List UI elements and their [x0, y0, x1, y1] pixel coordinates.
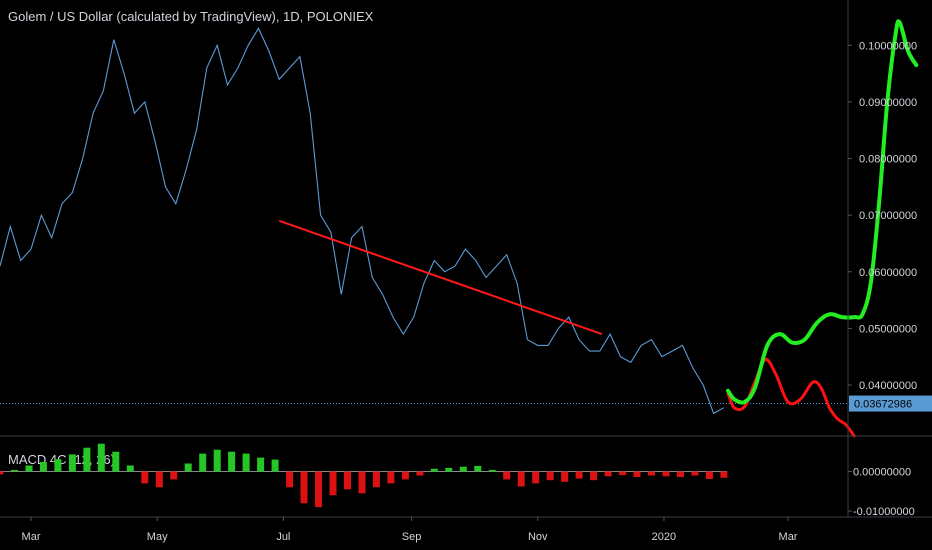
macd-bar — [604, 471, 612, 477]
price-tick-label: 0.05000000 — [859, 323, 917, 335]
resistance-trendline — [278, 219, 603, 336]
macd-bar — [83, 447, 91, 472]
price-tick-label: 0.07000000 — [859, 210, 917, 222]
macd-bar — [575, 471, 583, 479]
macd-bar — [141, 471, 149, 484]
time-tick-label: Nov — [528, 531, 548, 543]
macd-bar — [648, 471, 655, 476]
bearish-projection — [726, 357, 856, 438]
macd-bar — [242, 453, 250, 472]
macd-bar — [68, 454, 76, 472]
macd-bar — [170, 471, 178, 480]
price-line — [0, 27, 725, 415]
macd-bar — [459, 466, 467, 472]
macd-bar — [0, 471, 4, 475]
macd-bar — [619, 471, 627, 476]
price-tick-label: 0.06000000 — [859, 267, 917, 279]
current-price-tag-label: 0.03672986 — [854, 399, 912, 411]
macd-bar — [39, 462, 47, 472]
macd-bar — [358, 471, 366, 494]
current-price-tag — [849, 395, 932, 412]
chart-title: Golem / US Dollar (calculated by Trading… — [8, 9, 374, 24]
macd-bar — [561, 471, 569, 482]
macd-bar — [416, 471, 424, 476]
macd-bar — [633, 471, 641, 477]
macd-bar — [271, 459, 279, 472]
bullish-projection — [726, 19, 919, 405]
time-tick-label: 2020 — [652, 531, 676, 543]
macd-bar — [329, 471, 337, 496]
macd-bar — [228, 451, 236, 472]
price-tick-label: 0.04000000 — [859, 380, 917, 392]
time-tick-label: Sep — [402, 531, 422, 543]
time-tick-label: May — [147, 531, 168, 543]
macd-bar — [54, 459, 62, 472]
projections — [278, 19, 919, 438]
macd-bar — [199, 453, 207, 472]
macd-tick-label: -0.01000000 — [853, 506, 915, 518]
price-tick-label: 0.08000000 — [859, 154, 917, 166]
time-tick-label: Jul — [276, 531, 290, 543]
macd-bar — [213, 449, 221, 472]
macd-bar — [300, 471, 308, 504]
macd-tick-label: 0.00000000 — [853, 466, 911, 478]
macd-bar — [315, 471, 322, 508]
macd-histogram — [0, 443, 728, 508]
price-series — [0, 27, 725, 415]
macd-bar — [488, 469, 496, 472]
macd-bar — [112, 451, 120, 472]
macd-bar — [546, 471, 554, 481]
macd-bar — [25, 465, 33, 472]
macd-bar — [372, 471, 380, 488]
macd-bar — [705, 471, 713, 479]
macd-bar — [401, 471, 409, 480]
price-tick-label: 0.09000000 — [859, 97, 917, 109]
macd-bar — [184, 463, 192, 472]
macd-bar — [126, 465, 134, 472]
macd-bar — [677, 471, 684, 477]
macd-bar — [286, 471, 294, 488]
macd-bar — [532, 471, 540, 484]
price-tick-label: 0.10000000 — [859, 40, 917, 52]
macd-bar — [590, 471, 598, 481]
macd-bar — [97, 443, 105, 472]
macd-bar — [474, 465, 482, 472]
time-tick-label: Mar — [779, 531, 798, 543]
time-tick-label: Mar — [22, 531, 41, 543]
macd-bar — [11, 469, 18, 472]
macd-bar — [344, 471, 351, 490]
macd-bar — [503, 471, 511, 480]
macd-bar — [445, 467, 453, 472]
macd-bar — [155, 471, 163, 488]
macd-bar — [691, 471, 699, 476]
macd-bar — [430, 468, 438, 472]
macd-bar — [517, 471, 525, 487]
macd-bar — [662, 471, 670, 477]
macd-bar — [257, 457, 265, 472]
macd-bar — [387, 471, 395, 484]
macd-bar — [720, 471, 728, 478]
